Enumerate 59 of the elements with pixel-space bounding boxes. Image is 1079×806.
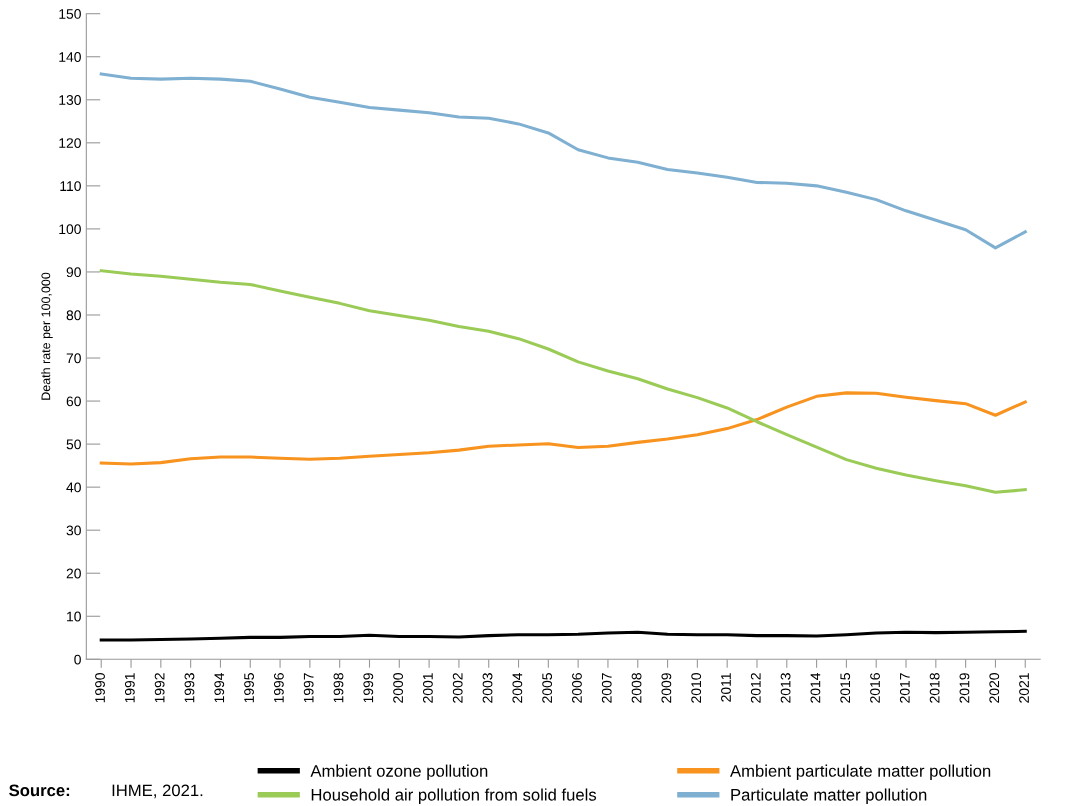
- x-tick-label: 2021: [1019, 673, 1029, 703]
- x-tick-label: 2014: [810, 672, 821, 703]
- y-tick-label: 20: [66, 568, 81, 579]
- legend-label: Ambient ozone pollution: [310, 764, 488, 781]
- y-tick-label: 70: [66, 353, 81, 364]
- x-tick-label: 1999: [363, 673, 374, 703]
- y-tick-label: 150: [59, 9, 81, 19]
- x-tick-label: 2020: [989, 673, 1000, 703]
- x-tick-label: 2000: [393, 673, 404, 703]
- y-tick-label: 50: [66, 439, 81, 450]
- line-series: [99, 391, 1027, 466]
- x-tick-label: 1996: [273, 673, 284, 703]
- y-tick-label: 100: [59, 224, 81, 235]
- y-tick-label: 90: [66, 267, 81, 278]
- x-tick-label: 2016: [870, 673, 880, 703]
- y-tick-label: 120: [59, 138, 81, 148]
- text: IHME, 2021.: [112, 784, 203, 799]
- y-tick-label: 110: [60, 181, 81, 192]
- source-note: Source:: [9, 784, 70, 797]
- legend-label: Household air pollution from solid fuels: [311, 788, 597, 804]
- x-tick-label: 1998: [333, 673, 344, 703]
- x-tick-label: 2009: [661, 673, 672, 703]
- x-tick-label: 1997: [303, 673, 314, 703]
- line-series: [99, 269, 1027, 494]
- y-tick-label: 140: [59, 52, 81, 62]
- x-tick-label: 2013: [780, 673, 791, 703]
- x-tick-label: 1993: [184, 673, 195, 703]
- x-tick-label: 2012: [750, 673, 761, 703]
- x-tick-label: 2010: [691, 673, 702, 703]
- legend-label: Ambient particulate matter pollution: [730, 764, 991, 781]
- x-tick-label: 2004: [512, 672, 523, 703]
- x-tick-label: 2007: [601, 673, 612, 703]
- x-tick-label: 2005: [542, 673, 553, 703]
- line-series: [99, 72, 1027, 250]
- x-tick-label: 2006: [572, 673, 582, 703]
- x-tick-label: 1992: [154, 673, 165, 703]
- x-tick-label: 1995: [244, 673, 254, 703]
- x-tick-label: 1991: [124, 673, 135, 703]
- x-tick-label: 2008: [631, 673, 642, 703]
- x-tick-label: 2002: [452, 673, 463, 703]
- y-tick-label: 40: [66, 482, 81, 493]
- x-tick-label: 2003: [482, 673, 493, 703]
- y-tick-label: 10: [67, 611, 81, 622]
- x-tick-label: 1994: [214, 672, 225, 703]
- x-tick-label: 2015: [840, 673, 851, 703]
- y-tick-label: 30: [66, 525, 81, 536]
- y-tick-label: 0: [74, 654, 81, 665]
- y-tick-label: 60: [66, 396, 81, 407]
- line-series: [99, 629, 1027, 642]
- legend-label: Particulate matter pollution: [731, 788, 927, 804]
- y-tick-label: 80: [66, 310, 81, 321]
- y-axis-title: Death rate per 100,000: [41, 272, 53, 400]
- x-tick-label: 2011: [721, 673, 731, 702]
- x-tick-label: 2019: [959, 673, 970, 703]
- x-tick-label: 2018: [929, 673, 940, 703]
- y-tick-label: 130: [59, 95, 81, 105]
- x-tick-label: 2017: [899, 673, 910, 703]
- x-tick-label: 2001: [423, 673, 433, 703]
- x-tick-label: 1990: [95, 673, 105, 703]
